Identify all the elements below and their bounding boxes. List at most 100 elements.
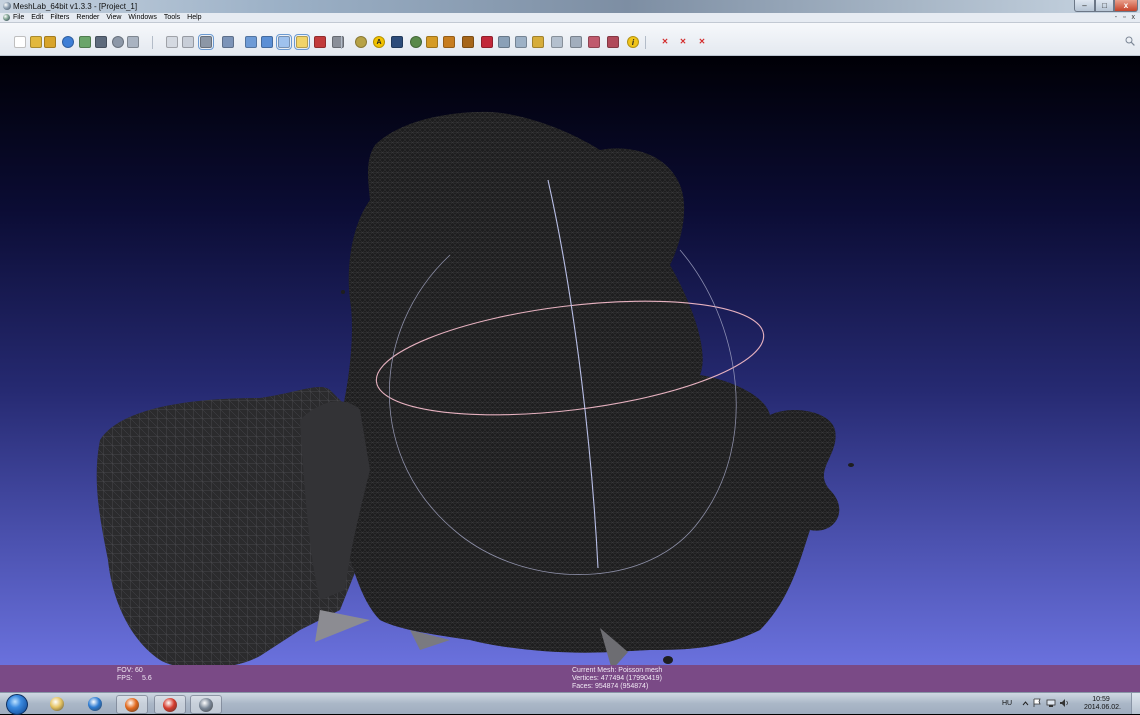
info-bar: FOV: 60 FPS: 5.6 Current Mesh: Poisson m… xyxy=(0,665,1140,692)
mesh-bridge xyxy=(300,401,370,600)
menu-file[interactable]: File xyxy=(13,14,25,21)
vertices-text: Vertices: 477494 (17990419) xyxy=(572,675,662,682)
reload-icon[interactable] xyxy=(62,36,74,48)
fancy-light-icon[interactable] xyxy=(314,36,326,48)
firefox-taskbar-button[interactable] xyxy=(116,695,148,714)
select-vertices-icon[interactable] xyxy=(515,36,527,48)
mesh-render xyxy=(96,111,854,665)
info-icon[interactable]: i xyxy=(627,36,639,48)
globe-icon[interactable] xyxy=(410,36,422,48)
smooth-icon[interactable] xyxy=(276,34,292,50)
mesh-fragment xyxy=(341,290,345,294)
layer-icon[interactable] xyxy=(112,36,124,48)
lighting-icon[interactable] xyxy=(294,34,310,50)
explorer-taskbar-button[interactable] xyxy=(42,695,72,712)
save-snapshot-icon[interactable] xyxy=(95,36,107,48)
export-mesh-icon[interactable] xyxy=(79,36,91,48)
outlook-taskbar-button[interactable] xyxy=(80,695,110,712)
windows-taskbar: HU 10:59 2014.06.02. xyxy=(0,692,1140,715)
points-icon[interactable] xyxy=(182,36,194,48)
flat-lines-icon[interactable] xyxy=(245,36,257,48)
mesh-shard-bottom xyxy=(410,630,450,650)
double-side-icon[interactable] xyxy=(332,36,344,48)
show-layer-icon[interactable] xyxy=(391,36,403,48)
annotation-icon[interactable]: A xyxy=(373,36,385,48)
remove-tool-icon[interactable]: ✕ xyxy=(661,37,669,46)
volume-icon[interactable] xyxy=(1059,698,1069,708)
maximize-button[interactable]: □ xyxy=(1095,0,1114,12)
remove-points-icon[interactable]: ✕ xyxy=(679,37,687,46)
mesh-fragment xyxy=(663,656,673,664)
menu-render[interactable]: Render xyxy=(76,14,100,21)
delete-faces-icon[interactable] xyxy=(551,36,563,48)
paint-selection-icon[interactable] xyxy=(607,36,619,48)
pick-points-icon[interactable] xyxy=(443,36,455,48)
current-mesh-text: Current Mesh: Poisson mesh xyxy=(572,667,663,674)
meshlab-app-icon[interactable] xyxy=(3,2,11,10)
meshlab-icon xyxy=(199,698,213,712)
menu-edit[interactable]: Edit xyxy=(31,14,44,21)
trackball-horizontal-ring xyxy=(375,300,765,416)
mesh-shard-center xyxy=(600,628,628,665)
meshlab-taskbar-button[interactable] xyxy=(190,695,222,714)
explorer-icon xyxy=(50,697,64,711)
paint-icon[interactable] xyxy=(462,36,474,48)
start-button[interactable] xyxy=(6,694,28,715)
system-tray: HU 10:59 2014.06.02. xyxy=(1000,693,1140,714)
trackball-sphere-ring xyxy=(389,249,737,575)
import-mesh-icon[interactable] xyxy=(44,36,56,48)
clock-date[interactable]: 2014.06.02. xyxy=(1084,704,1121,711)
menu-view[interactable]: View xyxy=(106,14,122,21)
menu-tools[interactable]: Tools xyxy=(163,14,181,21)
menu-filters[interactable]: Filters xyxy=(50,14,70,21)
menu-windows[interactable]: Windows xyxy=(128,14,157,21)
outlook-icon xyxy=(88,697,102,711)
document-icon[interactable] xyxy=(3,14,10,21)
hidden-lines-icon[interactable] xyxy=(222,36,234,48)
mesh-fragment xyxy=(848,463,854,467)
shield-icon[interactable] xyxy=(127,36,139,48)
toolbar-separator xyxy=(152,36,153,49)
flag-icon[interactable] xyxy=(1033,698,1042,708)
tray-arrow-icon[interactable] xyxy=(1022,700,1029,707)
open-project-icon[interactable] xyxy=(30,36,42,48)
show-desktop-button[interactable] xyxy=(1131,693,1140,714)
fps-value: 5.6 xyxy=(142,675,152,682)
mdi-window-controls[interactable]: - ▫ x xyxy=(1114,14,1137,21)
title-bar: MeshLab_64bit v1.3.3 - [Project_1] – □ x xyxy=(0,0,1140,13)
3d-viewport[interactable] xyxy=(0,56,1140,665)
manual-align-icon[interactable] xyxy=(481,36,493,48)
select-connected-icon[interactable] xyxy=(532,36,544,48)
faces-text: Faces: 954874 (954874) xyxy=(572,683,649,690)
trackball-vertical-ring xyxy=(547,179,599,569)
fov-text: FOV: 60 xyxy=(117,667,143,674)
mesh-shard-left xyxy=(315,610,370,642)
menu-bar: File Edit Filters Render View Windows To… xyxy=(0,13,1140,23)
remove-faces-icon[interactable]: ✕ xyxy=(698,37,706,46)
color-selection-icon[interactable] xyxy=(588,36,600,48)
flat-icon[interactable] xyxy=(261,36,273,48)
compass-icon[interactable] xyxy=(355,36,367,48)
clock-time[interactable]: 10:59 xyxy=(1092,696,1110,703)
toolbar-separator xyxy=(341,36,342,49)
new-project-icon[interactable] xyxy=(14,36,26,48)
chrome-icon xyxy=(163,698,177,712)
trackball xyxy=(375,179,765,575)
measure-icon[interactable] xyxy=(426,36,438,48)
delete-vertices-icon[interactable] xyxy=(570,36,582,48)
wireframe-icon[interactable] xyxy=(198,34,214,50)
minimize-button[interactable]: – xyxy=(1074,0,1095,12)
window-title: MeshLab_64bit v1.3.3 - [Project_1] xyxy=(13,2,138,11)
language-indicator[interactable]: HU xyxy=(1002,700,1013,707)
close-button[interactable]: x xyxy=(1114,0,1138,12)
bounding-box-icon[interactable] xyxy=(166,36,178,48)
network-icon[interactable] xyxy=(1046,698,1056,708)
fps-label: FPS: xyxy=(117,675,133,682)
select-faces-icon[interactable] xyxy=(498,36,510,48)
toolbar-separator xyxy=(645,36,646,49)
menu-help[interactable]: Help xyxy=(187,14,202,21)
search-icon[interactable] xyxy=(1125,36,1135,46)
chrome-taskbar-button[interactable] xyxy=(154,695,186,714)
firefox-icon xyxy=(125,698,139,712)
